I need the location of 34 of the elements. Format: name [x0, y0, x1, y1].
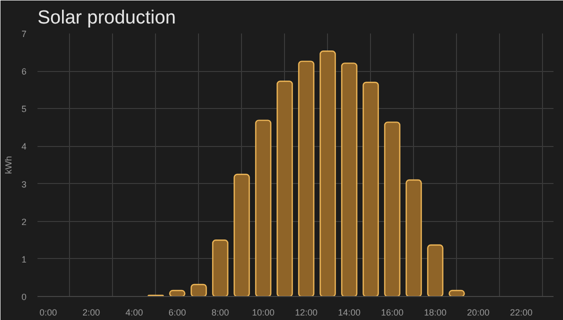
bar — [190, 284, 207, 296]
y-tick-label: 3 — [21, 179, 27, 190]
bar — [234, 174, 250, 296]
y-tick-label: 0 — [21, 292, 27, 302]
y-tick-label: 7 — [21, 29, 27, 39]
x-tick-label: 14:00 — [338, 308, 361, 318]
bar — [362, 82, 379, 296]
chart-title: Solar production — [38, 8, 176, 28]
bar — [341, 62, 358, 296]
bar — [298, 60, 314, 296]
x-tick-label: 12:00 — [294, 308, 318, 318]
bar — [255, 120, 272, 296]
x-tick-label: 6:00 — [168, 308, 186, 318]
bar — [384, 122, 400, 296]
bar — [427, 244, 444, 296]
x-tick-label: 16:00 — [380, 308, 404, 318]
x-tick-label: 20:00 — [466, 308, 490, 318]
y-tick-label: 1 — [21, 254, 27, 264]
y-tick-label: 2 — [21, 216, 27, 227]
x-tick-label: 8:00 — [211, 308, 230, 318]
x-tick-label: 4:00 — [125, 308, 144, 318]
y-axis-title: kWh — [3, 156, 14, 174]
x-tick-label: 18:00 — [424, 308, 447, 318]
y-tick-label: 4 — [21, 142, 27, 152]
x-tick-label: 22:00 — [510, 308, 533, 318]
y-tick-label: 5 — [21, 104, 27, 114]
x-tick-label: 0:00 — [39, 308, 58, 318]
bar — [320, 50, 336, 296]
bar — [406, 179, 422, 296]
x-tick-label: 10:00 — [252, 308, 275, 318]
x-tick-label: 2:00 — [82, 308, 100, 318]
bar — [276, 80, 293, 296]
y-tick-label: 6 — [21, 66, 27, 77]
bar — [212, 240, 228, 296]
